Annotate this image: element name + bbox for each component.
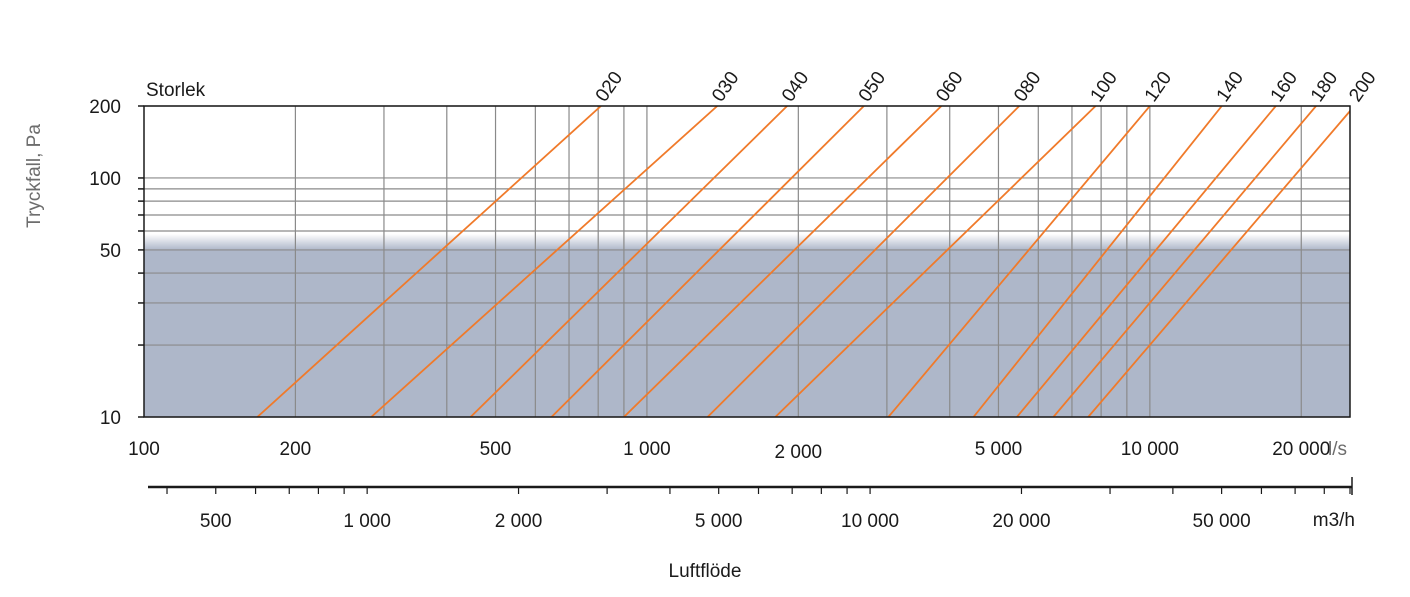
series-line-160	[1016, 106, 1277, 417]
y-axis: 10 50 100 200	[89, 97, 144, 429]
series-labels: 020 030 040 050 060 080 100 120 140 160 180 200	[592, 68, 1381, 106]
y-tick-label: 50	[100, 241, 121, 262]
series-label-100: 100	[1086, 68, 1121, 106]
x-tick-label: 200	[280, 439, 312, 460]
series-label-050: 050	[855, 68, 890, 106]
x2-tick-label: 1 000	[343, 511, 391, 532]
series-header: Storlek	[146, 80, 206, 101]
x2-tick-label: 5 000	[695, 511, 743, 532]
x2-axis-unit: m3/h	[1313, 510, 1355, 531]
series-line-100	[774, 106, 1097, 417]
series-label-160: 160	[1267, 68, 1302, 106]
x2-tick-label: 50 000	[1193, 511, 1251, 532]
series-label-030: 030	[708, 68, 743, 106]
x-tick-label: 10 000	[1121, 439, 1179, 460]
series-label-120: 120	[1141, 68, 1176, 106]
series-line-020	[256, 106, 602, 417]
series-label-180: 180	[1307, 68, 1342, 106]
series-line-200	[1087, 109, 1350, 417]
x2-tick-label: 2 000	[495, 511, 543, 532]
shaded-fade	[144, 233, 1350, 250]
series-line-060	[623, 106, 943, 417]
x2-tick-label: 20 000	[992, 511, 1050, 532]
x-axis-title: Luftflöde	[669, 561, 742, 582]
series-label-040: 040	[778, 68, 813, 106]
x2-tick-label: 10 000	[841, 511, 899, 532]
series-line-180	[1052, 106, 1317, 417]
x-tick-label: 2 000	[775, 442, 823, 463]
x-tick-label: 20 000	[1272, 439, 1330, 460]
x-axis: 100 200 500 1 000 2 000 5 000 10 000 20 000	[128, 439, 1330, 463]
series-label-080: 080	[1010, 68, 1045, 106]
x-tick-label: 5 000	[975, 439, 1023, 460]
x-tick-label: 100	[128, 439, 160, 460]
x2-axis: 500 1 000 2 000 5 000 10 000 20 000 50 000	[148, 477, 1353, 532]
y-tick-label: 100	[89, 169, 121, 190]
x-tick-label: 500	[480, 439, 512, 460]
x-axis-unit: l/s	[1328, 439, 1347, 460]
series-label-140: 140	[1213, 68, 1248, 106]
plot-frame	[143, 105, 1351, 418]
shaded-region	[144, 233, 1350, 417]
x-tick-label: 1 000	[623, 439, 671, 460]
x2-tick-label: 500	[200, 511, 232, 532]
series-line-040	[469, 106, 788, 417]
series-line-080	[706, 106, 1020, 417]
series-label-060: 060	[932, 68, 967, 106]
series-line-030	[370, 106, 718, 417]
y-axis-title: Tryckfall, Pa	[24, 124, 45, 228]
y-tick-label: 10	[100, 408, 121, 429]
shaded-area	[144, 249, 1350, 417]
series-lines	[256, 106, 1350, 417]
series-line-140	[972, 106, 1223, 417]
series-line-050	[550, 106, 865, 417]
series-label-200: 200	[1345, 68, 1380, 106]
series-label-020: 020	[592, 68, 627, 106]
y-tick-label: 200	[89, 97, 121, 118]
series-line-120	[887, 106, 1151, 417]
